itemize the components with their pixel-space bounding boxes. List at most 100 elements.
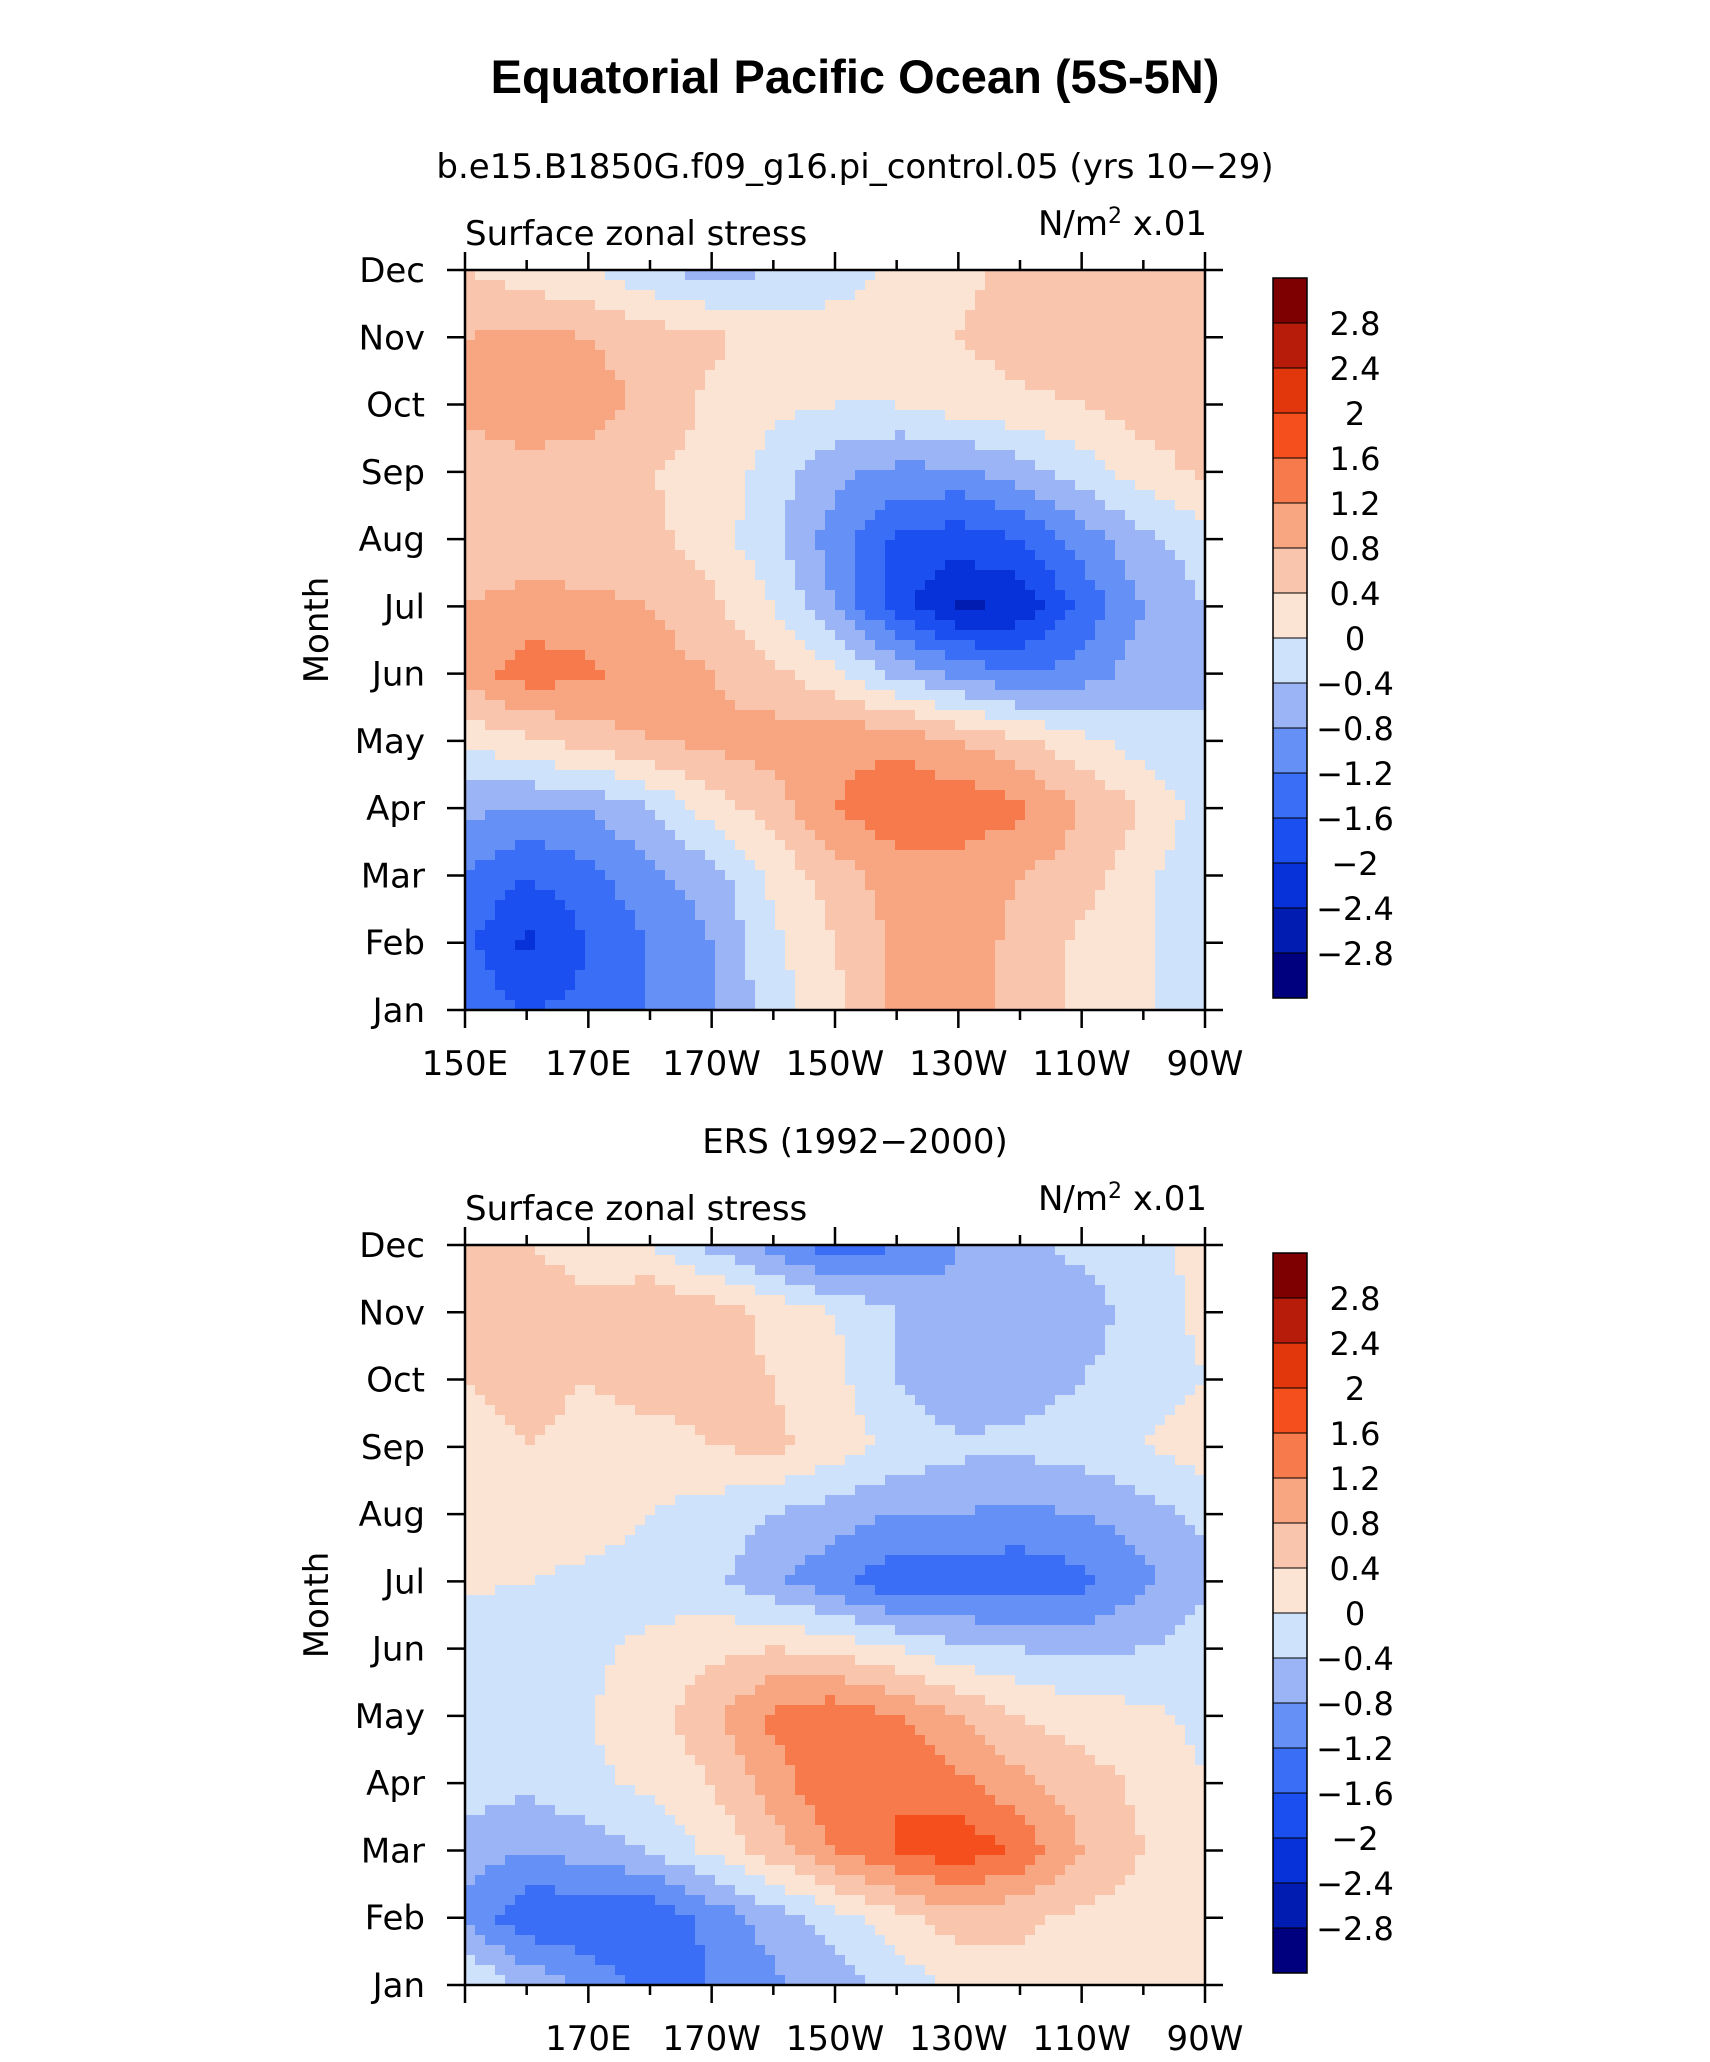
field-cell	[945, 920, 956, 931]
field-cell	[1045, 760, 1056, 771]
field-cell	[665, 700, 676, 711]
field-cell	[495, 760, 506, 771]
field-cell	[525, 330, 536, 341]
field-cell	[995, 410, 1006, 421]
field-cell	[695, 350, 706, 361]
field-cell	[985, 480, 996, 491]
field-cell	[905, 560, 916, 571]
field-cell	[865, 710, 876, 721]
field-cell	[695, 920, 706, 931]
field-cell	[675, 290, 686, 301]
field-cell	[1125, 620, 1136, 631]
field-cell	[705, 510, 716, 521]
field-cell	[1005, 610, 1016, 621]
field-cell	[515, 710, 526, 721]
field-cell	[1125, 440, 1136, 451]
field-cell	[1165, 730, 1176, 741]
field-cell	[1055, 410, 1066, 421]
field-cell	[615, 270, 626, 281]
field-cell	[945, 530, 956, 541]
field-cell	[725, 520, 736, 531]
field-cell	[1145, 910, 1156, 921]
field-cell	[1015, 890, 1026, 901]
field-cell	[1075, 780, 1086, 791]
field-cell	[835, 520, 846, 531]
field-cell	[1065, 480, 1076, 491]
field-cell	[995, 570, 1006, 581]
field-cell	[515, 780, 526, 791]
field-cell	[1165, 500, 1176, 511]
field-cell	[775, 600, 786, 611]
field-cell	[855, 680, 866, 691]
field-cell	[1155, 420, 1166, 431]
field-cell	[915, 800, 926, 811]
field-cell	[475, 730, 486, 741]
field-cell	[715, 630, 726, 641]
field-cell	[945, 690, 956, 701]
field-cell	[1095, 930, 1106, 941]
field-cell	[955, 370, 966, 381]
field-cell	[715, 280, 726, 291]
field-cell	[1185, 840, 1196, 851]
field-cell	[755, 560, 766, 571]
field-cell	[755, 660, 766, 671]
field-cell	[915, 600, 926, 611]
field-cell	[555, 730, 566, 741]
field-cell	[925, 360, 936, 371]
field-cell	[865, 420, 876, 431]
field-cell	[805, 710, 816, 721]
field-cell	[635, 310, 646, 321]
field-cell	[935, 610, 946, 621]
field-cell	[605, 310, 616, 321]
field-cell	[1165, 870, 1176, 881]
field-cell	[1015, 820, 1026, 831]
field-cell	[505, 790, 516, 801]
field-cell	[505, 770, 516, 781]
field-cell	[665, 370, 676, 381]
field-cell	[575, 320, 586, 331]
field-cell	[535, 910, 546, 921]
field-cell	[905, 420, 916, 431]
field-cell	[635, 330, 646, 341]
field-cell	[935, 810, 946, 821]
field-cell	[1155, 930, 1166, 941]
field-cell	[755, 550, 766, 561]
field-cell	[1015, 470, 1026, 481]
field-cell	[1085, 890, 1096, 901]
field-cell	[595, 480, 606, 491]
field-cell	[955, 920, 966, 931]
field-cell	[1115, 600, 1126, 611]
field-cell	[755, 540, 766, 551]
field-cell	[935, 470, 946, 481]
field-cell	[835, 640, 846, 651]
field-cell	[675, 580, 686, 591]
field-cell	[475, 410, 486, 421]
field-cell	[525, 350, 536, 361]
field-cell	[805, 580, 816, 591]
field-cell	[885, 600, 896, 611]
field-cell	[1045, 810, 1056, 821]
field-cell	[1015, 580, 1026, 591]
field-cell	[485, 550, 496, 561]
field-cell	[495, 820, 506, 831]
field-cell	[745, 450, 756, 461]
field-cell	[655, 330, 666, 341]
field-cell	[1065, 360, 1076, 371]
field-cell	[945, 900, 956, 911]
field-cell	[1125, 540, 1136, 551]
field-cell	[1055, 600, 1066, 611]
field-cell	[975, 640, 986, 651]
field-cell	[975, 710, 986, 721]
field-cell	[975, 270, 986, 281]
field-cell	[575, 600, 586, 611]
field-cell	[755, 290, 766, 301]
field-cell	[515, 300, 526, 311]
field-cell	[785, 800, 796, 811]
field-cell	[465, 740, 476, 751]
field-cell	[1025, 520, 1036, 531]
field-cell	[465, 680, 476, 691]
field-cell	[535, 410, 546, 421]
field-cell	[1165, 350, 1176, 361]
field-cell	[995, 390, 1006, 401]
field-cell	[505, 710, 516, 721]
